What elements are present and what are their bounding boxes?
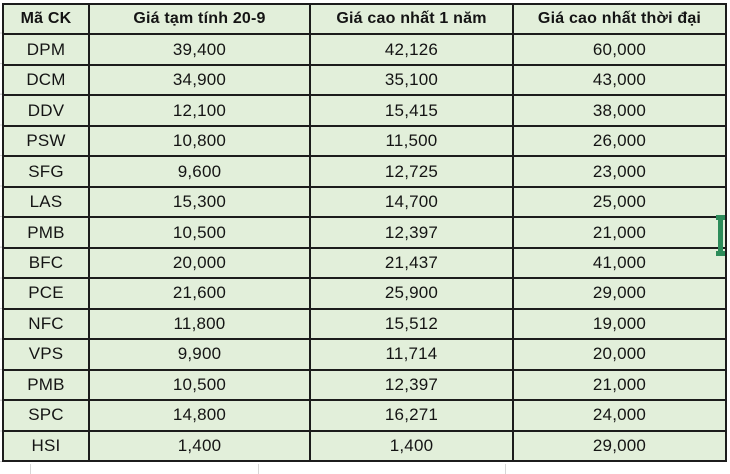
price-cell[interactable]: 20,000 [514, 340, 727, 371]
price-cell[interactable]: 35,100 [311, 65, 514, 97]
header-row: Mã CK Giá tạm tính 20-9 Giá cao nhất 1 năm… [4, 5, 727, 36]
price-cell[interactable]: 21,600 [90, 279, 311, 310]
price-cell[interactable]: 39,400 [90, 35, 311, 66]
price-cell[interactable]: 29,000 [514, 279, 727, 310]
price-cell[interactable]: 60,000 [514, 35, 727, 66]
price-cell[interactable]: 11,500 [311, 126, 514, 158]
header-cell[interactable]: Giá cao nhất thời đại [514, 5, 727, 36]
price-cell[interactable]: 25,900 [311, 279, 514, 310]
price-cell[interactable]: 21,437 [311, 248, 514, 280]
price-cell[interactable]: 10,500 [90, 218, 311, 249]
table-row: PCE 21,600 25,900 29,000 [4, 279, 727, 310]
price-cell[interactable]: 15,512 [311, 309, 514, 341]
price-cell[interactable]: 9,600 [90, 157, 311, 188]
price-cell[interactable]: 29,000 [514, 431, 727, 463]
ticker-cell[interactable]: PCE [4, 279, 90, 310]
price-cell[interactable]: 14,800 [90, 401, 311, 432]
price-cell[interactable]: 34,900 [90, 65, 311, 97]
ticker-cell[interactable]: DDV [4, 96, 90, 127]
price-cell[interactable]: 41,000 [514, 248, 727, 280]
table-row: PSW 10,800 11,500 26,000 [4, 126, 727, 158]
price-cell[interactable]: 23,000 [514, 157, 727, 188]
price-cell[interactable]: 12,397 [311, 370, 514, 402]
price-cell[interactable]: 15,300 [90, 187, 311, 219]
sheet-gridlines-left [0, 3, 2, 463]
price-cell[interactable]: 9,900 [90, 340, 311, 371]
sheet-gridline [258, 464, 259, 474]
ticker-cell[interactable]: PMB [4, 370, 90, 402]
sheet-gridline [505, 464, 506, 474]
price-cell[interactable]: 15,415 [311, 96, 514, 127]
header-cell[interactable]: Giá cao nhất 1 năm [311, 5, 514, 36]
header-cell[interactable]: Mã CK [4, 5, 90, 36]
ticker-cell[interactable]: SFG [4, 157, 90, 188]
stock-price-table: Mã CK Giá tạm tính 20-9 Giá cao nhất 1 năm… [2, 3, 727, 463]
price-cell[interactable]: 38,000 [514, 96, 727, 127]
ticker-cell[interactable]: LAS [4, 187, 90, 219]
price-cell[interactable]: 19,000 [514, 309, 727, 341]
ticker-cell[interactable]: SPC [4, 401, 90, 432]
table-row: SFG 9,600 12,725 23,000 [4, 157, 727, 188]
price-cell[interactable]: 24,000 [514, 401, 727, 432]
price-cell[interactable]: 12,725 [311, 157, 514, 188]
price-cell[interactable]: 1,400 [311, 431, 514, 463]
price-cell[interactable]: 12,100 [90, 96, 311, 127]
price-cell[interactable]: 26,000 [514, 126, 727, 158]
ticker-cell[interactable]: BFC [4, 248, 90, 280]
price-cell[interactable]: 20,000 [90, 248, 311, 280]
table-row: PMB 10,500 12,397 21,000 [4, 370, 727, 402]
ticker-cell[interactable]: PSW [4, 126, 90, 158]
table-row: DDV 12,100 15,415 38,000 [4, 96, 727, 127]
price-cell[interactable]: 16,271 [311, 401, 514, 432]
ticker-cell[interactable]: NFC [4, 309, 90, 341]
header-cell[interactable]: Giá tạm tính 20-9 [90, 5, 311, 36]
ticker-cell[interactable]: HSI [4, 431, 90, 463]
price-cell[interactable]: 10,500 [90, 370, 311, 402]
sheet-gridline [30, 464, 31, 474]
table-row: SPC 14,800 16,271 24,000 [4, 401, 727, 432]
active-cell-selection-border [716, 215, 725, 256]
price-cell[interactable]: 25,000 [514, 187, 727, 219]
table-row: NFC 11,800 15,512 19,000 [4, 309, 727, 341]
price-cell[interactable]: 21,000 [514, 370, 727, 402]
price-cell[interactable]: 12,397 [311, 218, 514, 249]
price-cell[interactable]: 11,800 [90, 309, 311, 341]
price-cell[interactable]: 42,126 [311, 35, 514, 66]
table-row: PMB 10,500 12,397 21,000 [4, 218, 727, 249]
price-cell[interactable]: 1,400 [90, 431, 311, 463]
table-row: VPS 9,900 11,714 20,000 [4, 340, 727, 371]
price-cell[interactable]: 21,000 [514, 218, 727, 249]
ticker-cell[interactable]: PMB [4, 218, 90, 249]
price-cell[interactable]: 43,000 [514, 65, 727, 97]
ticker-cell[interactable]: DPM [4, 35, 90, 66]
table-row: DPM 39,400 42,126 60,000 [4, 35, 727, 66]
table-row: HSI 1,400 1,400 29,000 [4, 431, 727, 463]
table-row: LAS 15,300 14,700 25,000 [4, 187, 727, 219]
ticker-cell[interactable]: VPS [4, 340, 90, 371]
ticker-cell[interactable]: DCM [4, 65, 90, 97]
price-cell[interactable]: 10,800 [90, 126, 311, 158]
price-cell[interactable]: 11,714 [311, 340, 514, 371]
table-row: DCM 34,900 35,100 43,000 [4, 65, 727, 97]
price-cell[interactable]: 14,700 [311, 187, 514, 219]
table-row: BFC 20,000 21,437 41,000 [4, 248, 727, 280]
